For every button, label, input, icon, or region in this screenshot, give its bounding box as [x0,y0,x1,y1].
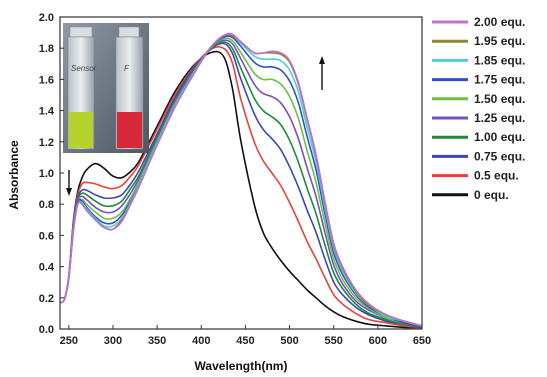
y-axis-label: Absorbance [7,140,21,210]
legend-label-1-00-equ: 1.00 equ. [474,130,525,144]
legend-label-2-00-equ: 2.00 equ. [474,15,525,29]
x-tick-label: 500 [280,335,298,347]
legend-label-0-equ: 0 equ. [474,188,509,202]
x-tick-label: 600 [369,335,387,347]
y-tick-label: 2.0 [39,12,54,24]
y-tick-label: 0.6 [39,230,54,242]
x-tick-label: 250 [60,335,78,347]
y-tick-label: 0.0 [39,324,54,336]
legend-label-0-5-equ: 0.5 equ. [474,169,519,183]
x-axis-ticks: 250 300 350 400 450 500 550 600 650 [60,325,431,347]
vial-left-cap [69,26,93,38]
legend-label-1-85-equ: 1.85 equ. [474,53,525,67]
series-line-1-75-equ [59,35,423,327]
series-line-0-75-equ [59,42,423,329]
x-tick-label: 350 [148,335,166,347]
legend-label-1-50-equ: 1.50 equ. [474,92,525,106]
series-line-0-equ [59,50,423,329]
y-tick-label: 1.0 [39,168,54,180]
y-tick-label: 1.4 [39,106,55,118]
x-tick-label: 400 [192,335,210,347]
trend-arrows [66,56,325,196]
series-layer [59,32,423,329]
series-line-1-00-equ [59,41,423,327]
y-tick-label: 0.8 [39,199,54,211]
vial-left-liquid [69,112,93,148]
y-tick-label: 1.8 [39,43,54,55]
series-line-1-25-equ [59,39,423,327]
legend-label-1-75-equ: 1.75 equ. [474,73,525,87]
series-line-0-5-equ [59,46,423,329]
arrow-up-head [319,56,325,64]
legend-label-0-75-equ: 0.75 equ. [474,149,525,163]
vial-right-liquid [117,112,142,148]
y-tick-label: 0.2 [39,293,54,305]
plot-area: Sensor F [59,16,423,330]
y-tick-label: 1.6 [39,74,54,86]
series-line-2-00-equ [59,32,423,327]
y-tick-label: 0.4 [39,262,55,274]
inset-photo: Sensor F [63,23,149,153]
arrow-down-head [66,188,72,196]
y-axis-ticks: 0.0 0.2 0.4 0.6 0.8 1.0 1.2 1.4 1.6 1.8 2.0 [39,12,64,336]
x-tick-label: 550 [325,335,343,347]
y-tick-label: 1.2 [39,137,54,149]
x-tick-label: 450 [236,335,254,347]
vial-right-label: F [124,64,130,73]
legend-label-1-25-equ: 1.25 equ. [474,111,525,125]
x-axis-label: Wavelength(nm) [195,359,288,373]
legend-label-1-95-equ: 1.95 equ. [474,34,525,48]
vial-left-label: Sensor [71,64,97,73]
x-tick-label: 650 [413,335,431,347]
x-tick-label: 300 [104,335,122,347]
series-line-1-50-equ [59,37,423,327]
vial-right-cap [118,26,140,38]
legend: 2.00 equ. 1.95 equ. 1.85 equ. 1.75 equ. 1.50… [432,15,525,202]
